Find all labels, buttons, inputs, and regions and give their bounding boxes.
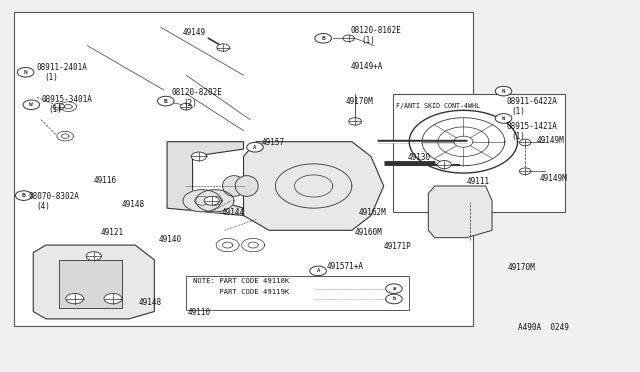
Circle shape xyxy=(520,139,531,146)
Circle shape xyxy=(191,152,207,161)
Text: 08911-2401A: 08911-2401A xyxy=(36,63,87,72)
Circle shape xyxy=(53,103,65,110)
Text: 08120-8202E: 08120-8202E xyxy=(172,89,223,97)
Text: F/ANTI SKID CONT-4WHL: F/ANTI SKID CONT-4WHL xyxy=(396,103,481,109)
Circle shape xyxy=(386,294,402,304)
Polygon shape xyxy=(33,245,154,319)
Text: B: B xyxy=(321,36,325,41)
Text: 49162M: 49162M xyxy=(358,208,386,217)
Text: (4): (4) xyxy=(36,202,51,211)
Text: 08120-8162E: 08120-8162E xyxy=(351,26,401,35)
Text: (1): (1) xyxy=(511,106,525,116)
Ellipse shape xyxy=(223,176,246,196)
Polygon shape xyxy=(196,190,234,212)
Text: 49110: 49110 xyxy=(188,308,211,317)
Text: (1): (1) xyxy=(362,36,375,45)
Circle shape xyxy=(204,196,220,205)
Circle shape xyxy=(157,96,174,106)
Text: 49121: 49121 xyxy=(100,228,124,237)
Text: 49148: 49148 xyxy=(121,200,144,209)
Text: 08915-3401A: 08915-3401A xyxy=(42,95,92,104)
Circle shape xyxy=(386,284,402,294)
Text: 49130: 49130 xyxy=(408,153,431,162)
Circle shape xyxy=(23,100,40,110)
Text: 49170M: 49170M xyxy=(346,97,373,106)
Bar xyxy=(59,260,122,308)
Text: B: B xyxy=(22,193,26,198)
Bar xyxy=(14,13,473,326)
Text: (1): (1) xyxy=(48,105,62,114)
Polygon shape xyxy=(183,190,221,212)
Circle shape xyxy=(180,103,192,110)
Text: 49111: 49111 xyxy=(467,177,490,186)
FancyBboxPatch shape xyxy=(186,276,409,310)
Text: 49116: 49116 xyxy=(94,176,117,185)
Circle shape xyxy=(315,33,332,43)
Bar xyxy=(394,94,565,212)
Text: b: b xyxy=(392,296,396,301)
Ellipse shape xyxy=(236,176,258,196)
Text: 49140: 49140 xyxy=(159,235,182,244)
Polygon shape xyxy=(428,186,492,238)
Text: N: N xyxy=(24,70,28,75)
Text: (1): (1) xyxy=(511,132,525,141)
Text: a: a xyxy=(392,286,396,291)
Text: PART CODE 49119K: PART CODE 49119K xyxy=(193,289,289,295)
Circle shape xyxy=(15,191,32,201)
Text: 49149: 49149 xyxy=(183,28,206,37)
Text: 08915-1421A: 08915-1421A xyxy=(507,122,557,131)
Text: 08070-8302A: 08070-8302A xyxy=(28,192,79,201)
Text: N: N xyxy=(502,89,505,94)
Text: 49149+A: 49149+A xyxy=(351,61,383,71)
Text: 49157: 49157 xyxy=(261,138,285,147)
Text: 49149M: 49149M xyxy=(537,137,564,145)
Circle shape xyxy=(217,44,230,51)
Text: (2): (2) xyxy=(184,99,198,108)
Circle shape xyxy=(86,252,101,260)
Circle shape xyxy=(310,266,326,276)
Circle shape xyxy=(17,67,34,77)
Text: W: W xyxy=(29,102,33,107)
Text: 49144: 49144 xyxy=(221,208,244,217)
Text: 49170M: 49170M xyxy=(508,263,536,272)
Text: 49171P: 49171P xyxy=(384,243,412,251)
Circle shape xyxy=(437,161,451,169)
Text: 49148: 49148 xyxy=(138,298,161,307)
Text: B: B xyxy=(164,99,168,103)
Circle shape xyxy=(495,86,512,96)
Circle shape xyxy=(495,113,512,123)
Text: 49160M: 49160M xyxy=(355,228,383,237)
Circle shape xyxy=(520,168,531,174)
Text: A: A xyxy=(316,269,320,273)
Text: NOTE: PART CODE 49110K: NOTE: PART CODE 49110K xyxy=(193,278,289,284)
Polygon shape xyxy=(244,142,384,230)
Text: (1): (1) xyxy=(45,73,59,82)
Polygon shape xyxy=(167,142,244,215)
Text: A: A xyxy=(253,145,257,150)
Circle shape xyxy=(246,142,263,152)
Circle shape xyxy=(349,118,362,125)
Text: 08911-6422A: 08911-6422A xyxy=(507,97,557,106)
Text: 49149M: 49149M xyxy=(540,174,568,183)
Circle shape xyxy=(66,294,84,304)
Text: A490A  0249: A490A 0249 xyxy=(518,323,568,331)
Text: W: W xyxy=(502,116,505,121)
Circle shape xyxy=(343,35,355,42)
Text: 491571+A: 491571+A xyxy=(326,262,364,271)
Circle shape xyxy=(104,294,122,304)
